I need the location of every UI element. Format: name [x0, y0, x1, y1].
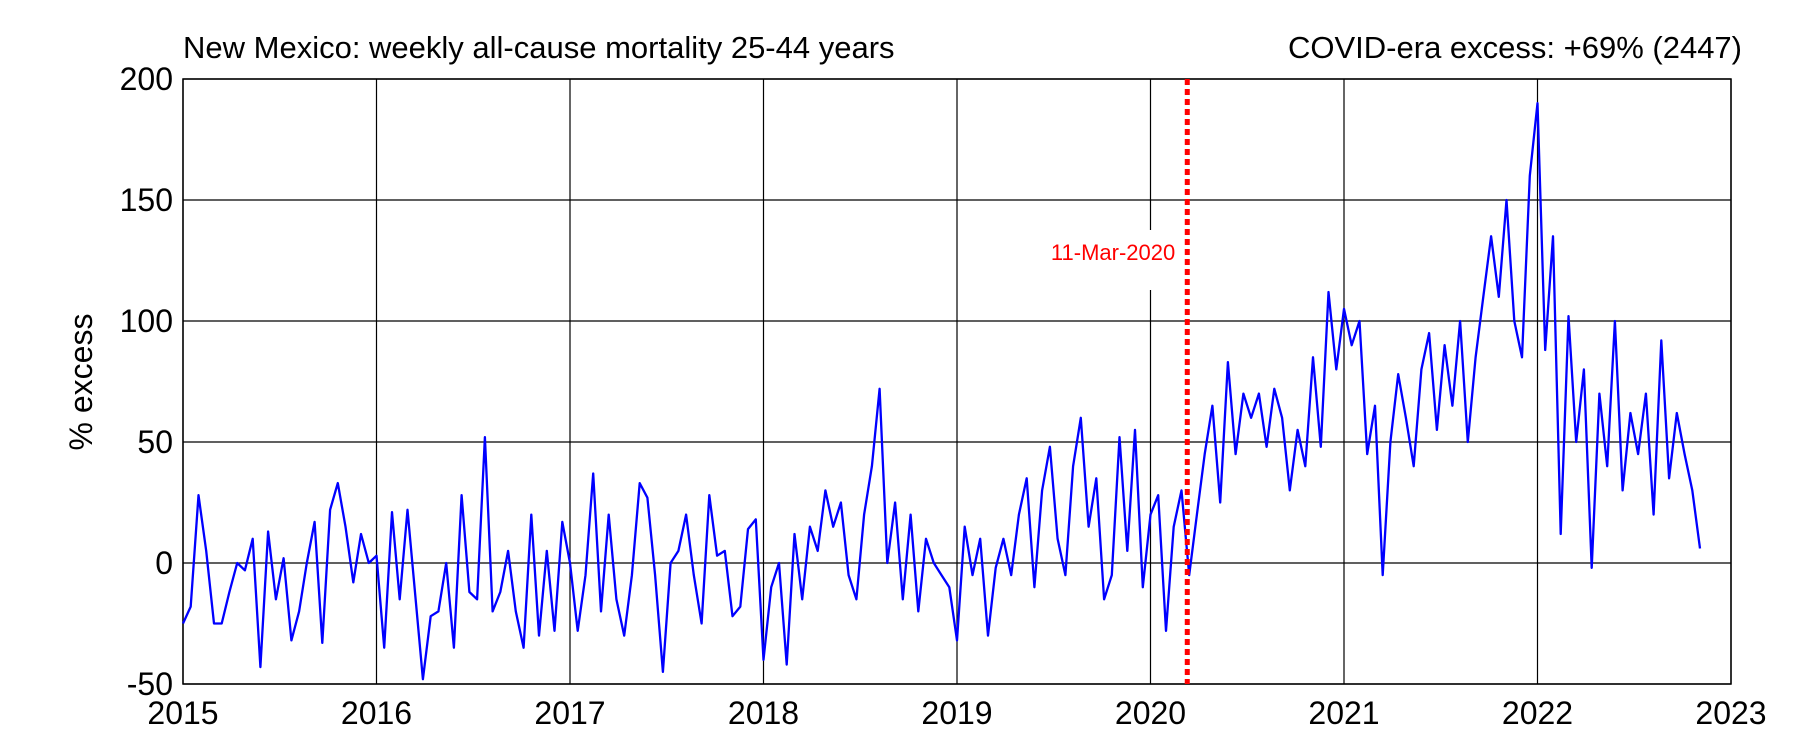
x-tick-label: 2023 — [1695, 695, 1766, 731]
chart-subtitle: COVID-era excess: +69% (2447) — [1288, 30, 1742, 65]
y-axis-label: % excess — [63, 314, 99, 451]
x-tick-label: 2022 — [1502, 695, 1573, 731]
annotation-label: 11-Mar-2020 — [1051, 240, 1175, 265]
y-tick-label: 50 — [137, 424, 173, 460]
x-tick-label: 2016 — [341, 695, 412, 731]
x-tick-label: 2021 — [1308, 695, 1379, 731]
y-tick-label: 0 — [155, 545, 173, 581]
y-tick-label: 150 — [120, 182, 173, 218]
annotation-bg — [1012, 230, 1178, 290]
y-tick-label: 100 — [120, 303, 173, 339]
x-tick-label: 2020 — [1115, 695, 1186, 731]
x-tick-label: 2018 — [728, 695, 799, 731]
plot-frame — [182, 78, 1732, 685]
chart-title: New Mexico: weekly all-cause mortality 2… — [183, 30, 895, 65]
x-tick-label: 2019 — [921, 695, 992, 731]
series-line — [181, 102, 1702, 681]
y-tick-label: 200 — [120, 61, 173, 97]
y-tick-label: -50 — [127, 666, 173, 702]
x-tick-label: 2017 — [534, 695, 605, 731]
x-tick-label: 2015 — [147, 695, 218, 731]
